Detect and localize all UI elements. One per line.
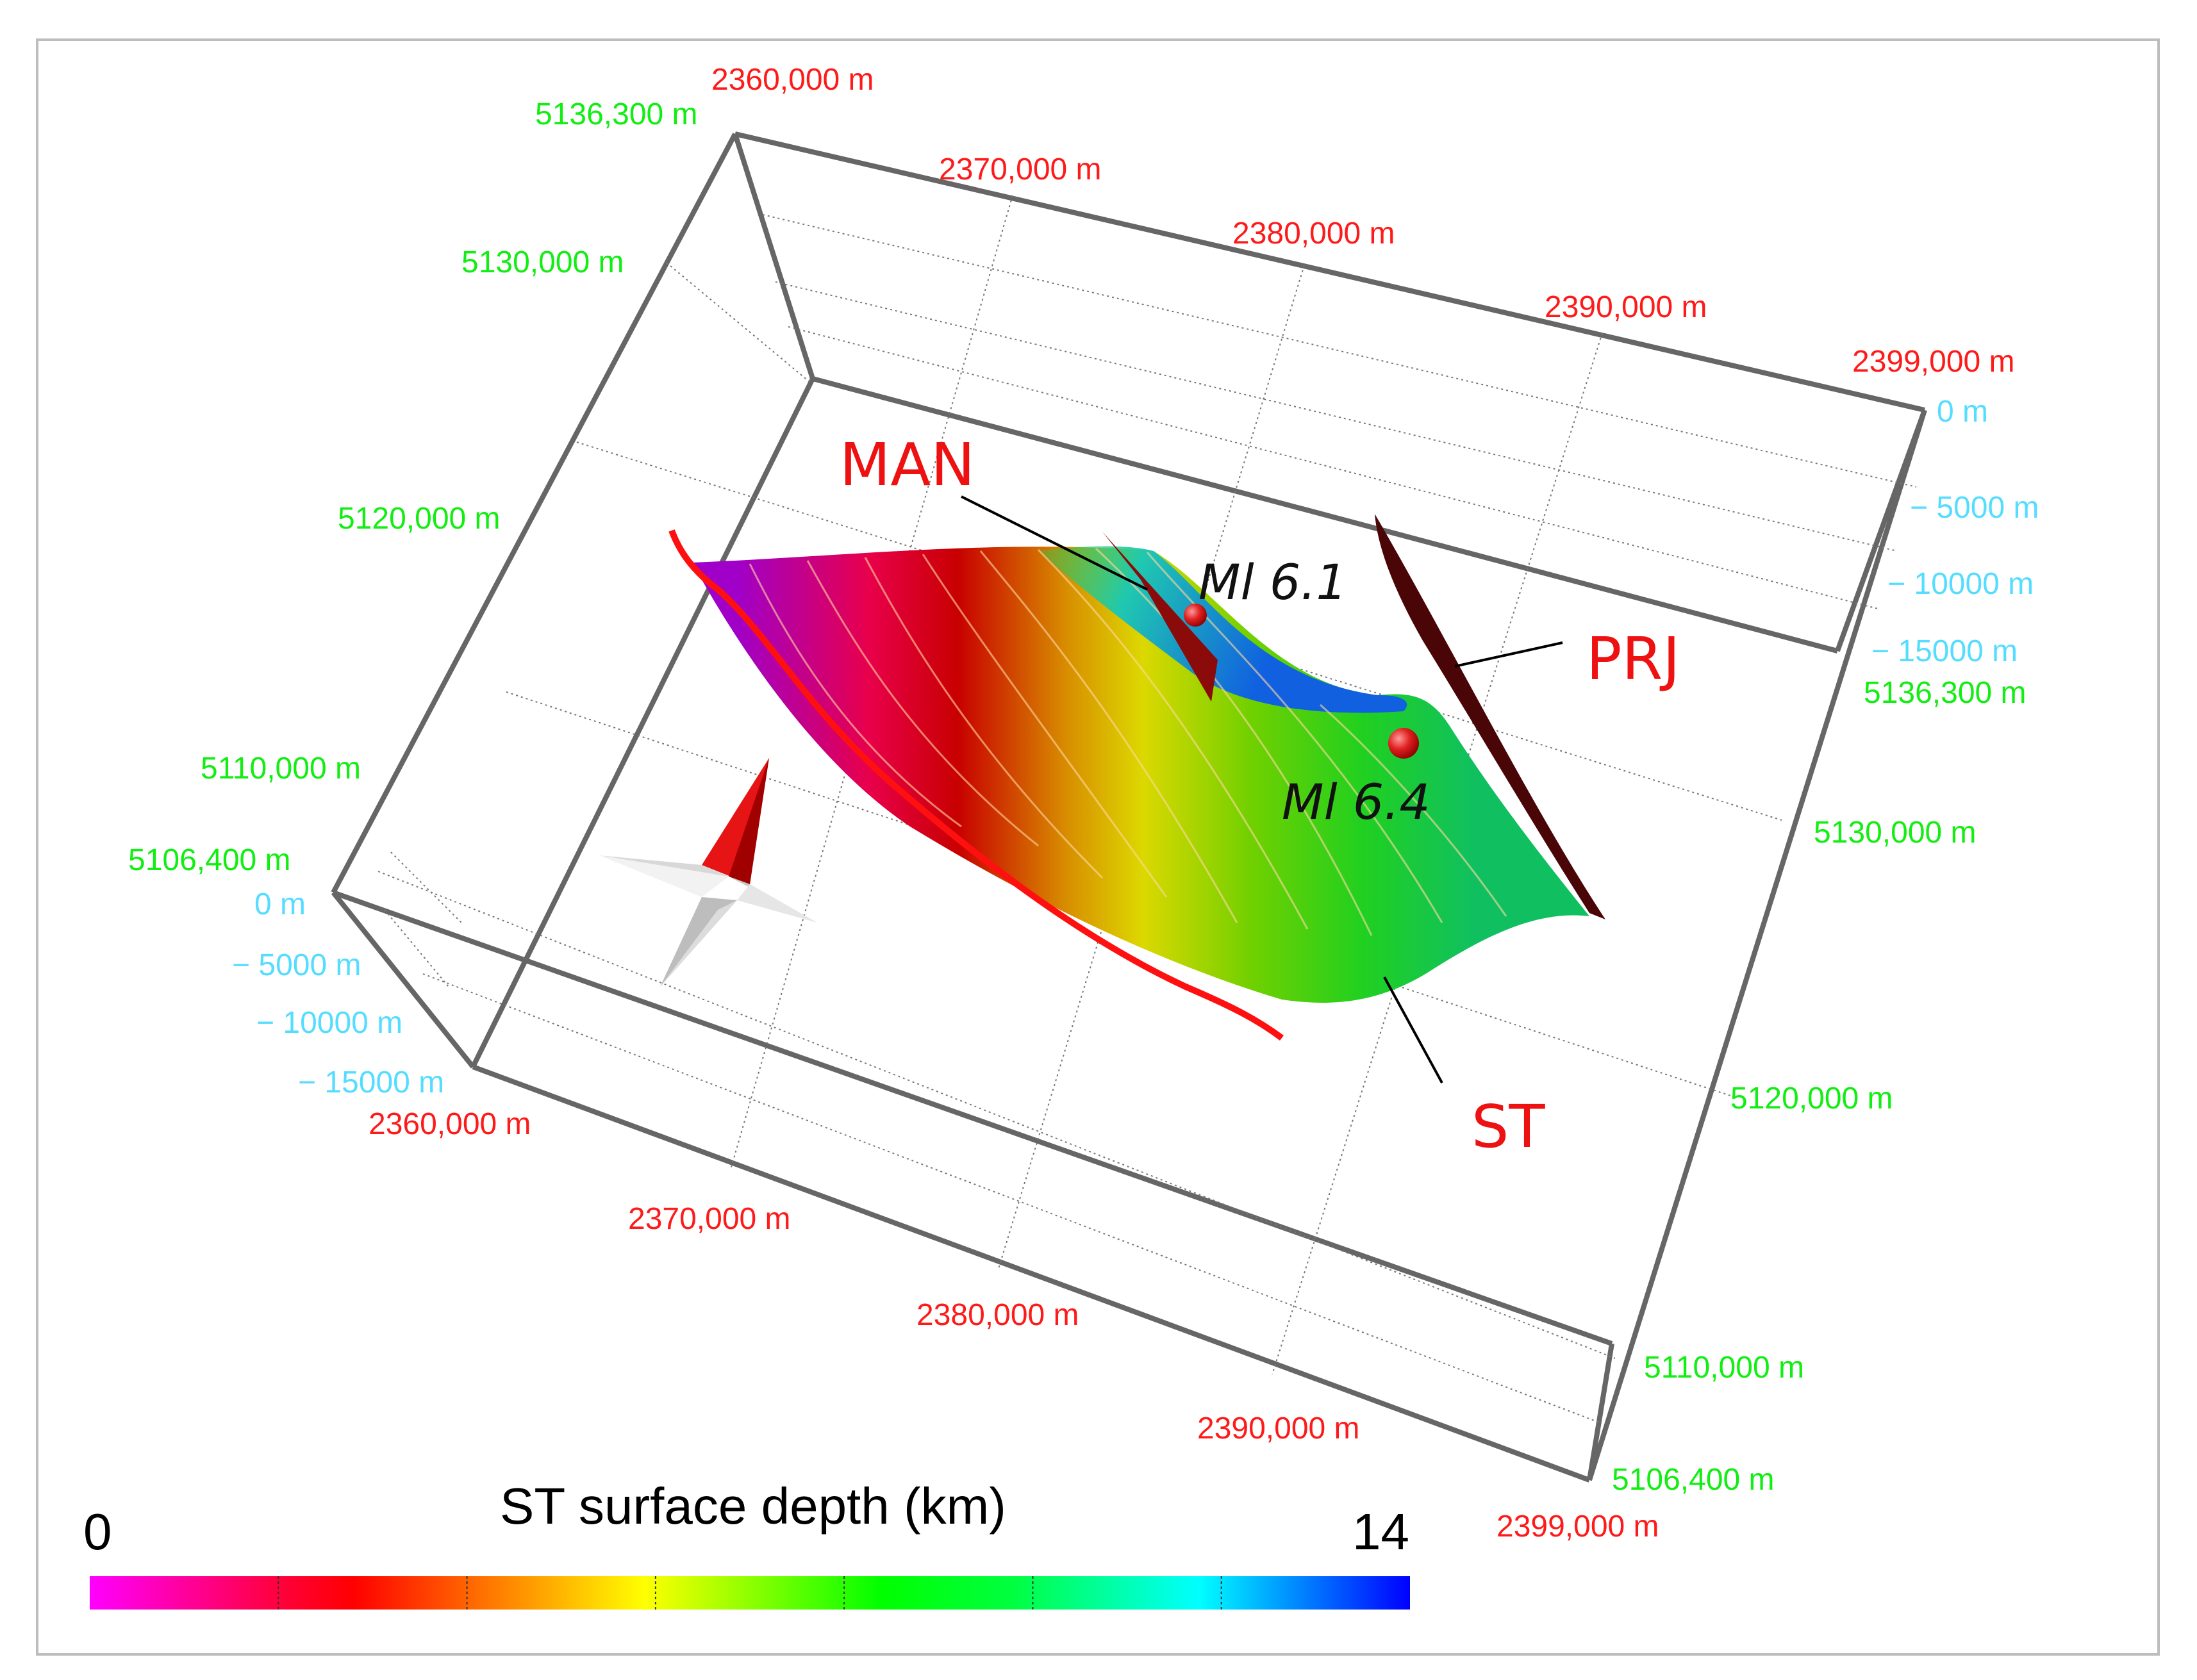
y-left-label-1: 5130,000 m (461, 245, 624, 279)
bounding-box (331, 131, 1927, 1483)
z-right-label-3: − 15000 m (1871, 634, 2018, 668)
box-edge-inner-bottom (472, 1064, 1591, 1483)
earthquake-label-ml64: Ml 6.4 (1282, 773, 1430, 830)
x-bottom-label-2: 2380,000 m (916, 1298, 1079, 1332)
box-edge-left-vert (331, 891, 476, 1069)
y-right-label-0: 5136,300 m (1864, 676, 2027, 710)
box-edge-top-far (734, 131, 1925, 413)
x-top-label-4: 2399,000 m (1852, 345, 2015, 379)
colorbar-gradient (90, 1576, 1410, 1610)
x-top-label-2: 2380,000 m (1232, 217, 1395, 251)
x-top-label-1: 2370,000 m (939, 152, 1102, 186)
colorbar-max-label: 14 (1352, 1503, 1409, 1560)
earthquake-marker-ml61 (1184, 604, 1207, 627)
fault-label-st: ST (1472, 1092, 1545, 1161)
box-edge-vert-back (733, 133, 815, 380)
earthquake-marker-ml64 (1388, 728, 1419, 759)
x-top-label-3: 2390,000 m (1545, 290, 1707, 324)
colorbar-ticks (278, 1576, 1222, 1610)
x-bottom-label-3: 2390,000 m (1197, 1412, 1360, 1445)
fault-label-man: MAN (840, 431, 975, 499)
x-axis-labels: 2360,000 m 2370,000 m 2380,000 m 2390,00… (369, 63, 2015, 1544)
prj-fault-plane (1375, 514, 1605, 919)
box-edge-top-left (331, 133, 738, 894)
x-bottom-label-1: 2370,000 m (628, 1202, 791, 1236)
x-top-label-0: 2360,000 m (711, 63, 874, 97)
x-bottom-label-4: 2399,000 m (1496, 1510, 1659, 1544)
y-left-label-2: 5120,000 m (338, 502, 501, 536)
z-right-label-2: − 10000 m (1887, 567, 2034, 601)
figure-frame (36, 38, 2160, 1656)
colorbar-min-label: 0 (83, 1503, 112, 1560)
x-bottom-label-0: 2360,000 m (369, 1107, 531, 1141)
y-left-label-4: 5106,400 m (128, 843, 291, 877)
man-fault-plane (1102, 532, 1218, 702)
fault-label-prj: PRJ (1586, 625, 1680, 693)
box-edge-inner-top (811, 376, 1839, 654)
z-right-label-1: − 5000 m (1910, 491, 2039, 525)
colorbar: ST surface depth (km) 0 14 (83, 1478, 1410, 1610)
y-right-label-3: 5110,000 m (1644, 1351, 1804, 1385)
y-left-label-0: 5136,300 m (535, 97, 698, 131)
box-edge-right (1587, 409, 1927, 1481)
leader-lines (961, 495, 1563, 1083)
compass-icon (599, 758, 817, 987)
faults (1102, 514, 1605, 919)
z-left-label-0: 0 m (254, 887, 306, 921)
y-right-label-4: 5106,400 m (1612, 1463, 1775, 1497)
z-left-label-3: − 15000 m (298, 1066, 444, 1099)
st-surface-deep-zone (1038, 546, 1407, 713)
man-leader (961, 495, 1148, 591)
box-edge-bottom-front (332, 890, 1613, 1346)
earthquake-label-ml61: Ml 6.1 (1198, 554, 1347, 611)
z-left-label-2: − 10000 m (256, 1006, 402, 1040)
st-surface-trace (668, 529, 1284, 1041)
st-surface-body (692, 547, 1589, 1003)
z-right-label-0: 0 m (1937, 395, 1988, 429)
y-left-label-3: 5110,000 m (201, 752, 361, 786)
y-axis-labels: 5136,300 m 5130,000 m 5120,000 m 5110,00… (128, 97, 2027, 1497)
st-surface (668, 529, 1589, 1041)
box-edge-front-right (1587, 1343, 1614, 1481)
y-right-label-1: 5130,000 m (1814, 816, 1977, 850)
y-right-label-2: 5120,000 m (1730, 1082, 1893, 1116)
prj-leader (1454, 641, 1563, 668)
colorbar-title: ST surface depth (km) (500, 1478, 1006, 1535)
st-leader (1383, 976, 1443, 1083)
box-edge-inner-left (470, 377, 815, 1068)
z-axis-labels: 0 m − 5000 m − 10000 m − 15000 m 0 m − 5… (232, 395, 2039, 1099)
z-left-label-1: − 5000 m (232, 948, 361, 982)
